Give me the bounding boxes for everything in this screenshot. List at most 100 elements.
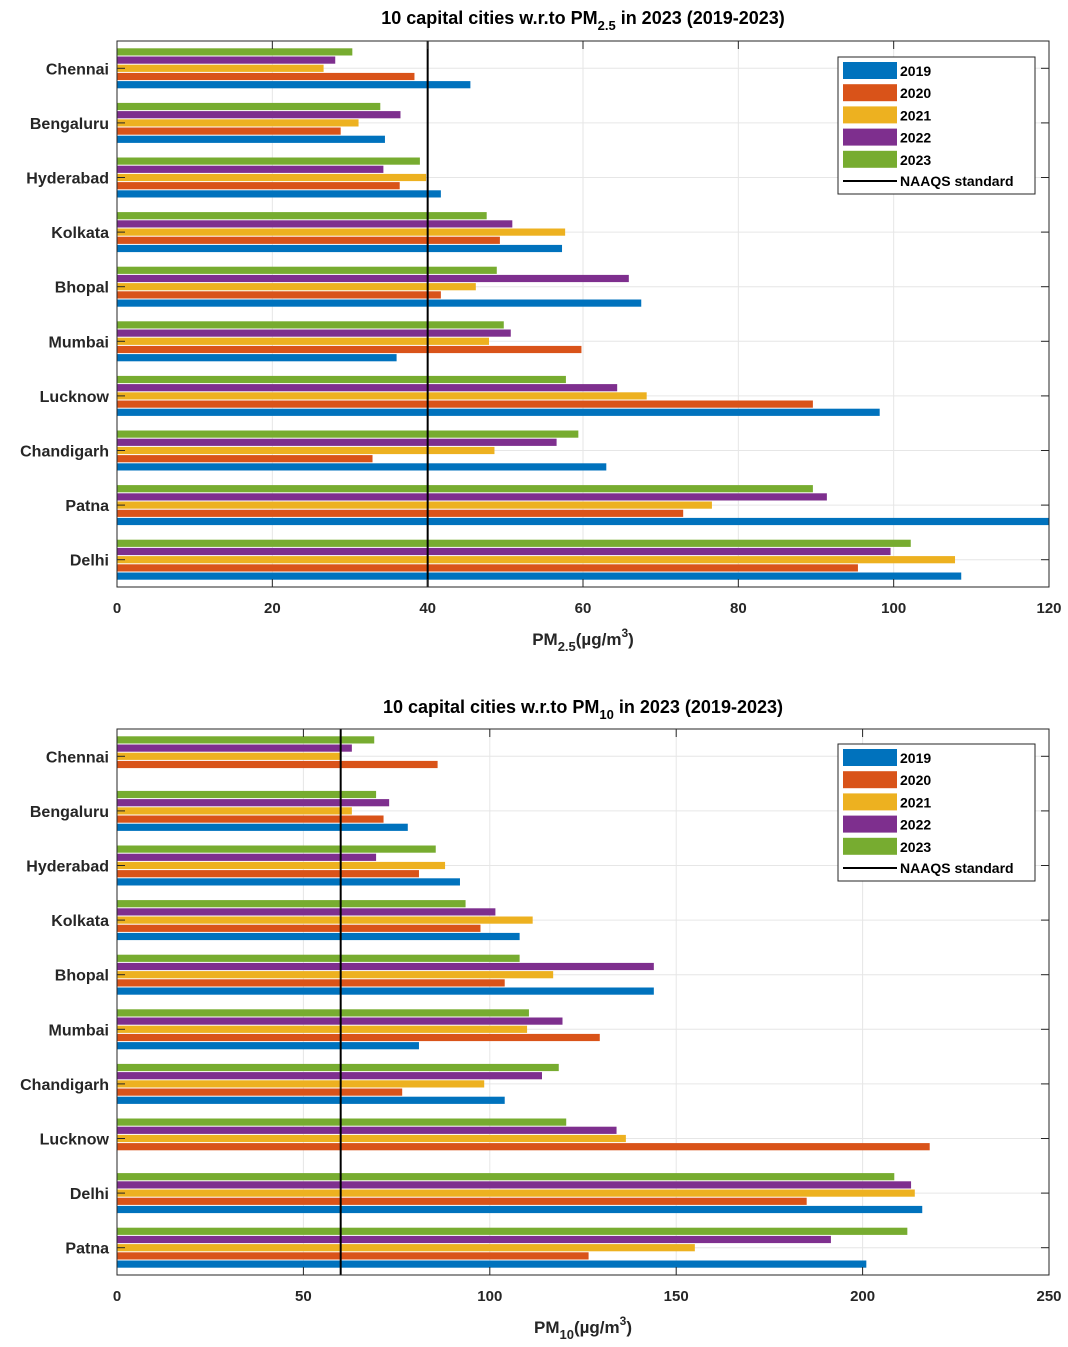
x-axis-label-superscript: 3 [621, 626, 628, 640]
category-label-hyderabad: Hyderabad [26, 171, 109, 188]
category-label-kolkata: Kolkata [51, 225, 109, 242]
bar-hyderabad-2023 [117, 845, 436, 853]
bar-hyderabad-2019 [117, 190, 441, 198]
bar-bengaluru-2021 [117, 119, 359, 127]
category-label-mumbai: Mumbai [49, 1022, 109, 1039]
x-axis-label-close: ) [628, 630, 634, 649]
bar-bhopal-2020 [117, 291, 441, 299]
bar-hyderabad-2020 [117, 182, 400, 190]
bar-patna-2023 [117, 485, 813, 493]
legend-swatch-2022 [843, 128, 897, 146]
bar-chandigarh-2021 [117, 1080, 485, 1088]
category-label-chandigarh: Chandigarh [20, 1077, 109, 1094]
bar-chennai-2022 [117, 56, 336, 64]
bar-bhopal-2021 [117, 971, 554, 979]
bar-kolkata-2021 [117, 916, 533, 924]
axes-box [116, 728, 1050, 1276]
x-tick-label: 0 [113, 1288, 121, 1305]
x-tick-label: 0 [113, 600, 121, 617]
bar-bengaluru-2021 [117, 807, 352, 815]
bar-lucknow-2019 [117, 408, 880, 416]
category-label-chennai: Chennai [46, 749, 109, 766]
bar-lucknow-2020 [117, 400, 813, 408]
bar-bengaluru-2019 [117, 135, 385, 143]
bar-bengaluru-2023 [117, 102, 381, 111]
bar-mumbai-2020 [117, 345, 582, 354]
bar-lucknow-2021 [117, 392, 647, 400]
category-label-chandigarh: Chandigarh [20, 444, 109, 461]
bar-mumbai-2019 [117, 1042, 419, 1050]
legend-label-2020: 2020 [900, 772, 931, 788]
bar-delhi-2019 [117, 1205, 923, 1214]
bar-bhopal-2021 [117, 283, 476, 291]
bar-bhopal-2020 [117, 979, 505, 987]
bar-bengaluru-2020 [117, 127, 341, 135]
bar-hyderabad-2019 [117, 878, 460, 886]
chart-title-subscript: 2.5 [598, 18, 616, 33]
bar-chandigarh-2022 [117, 1072, 542, 1080]
bar-chennai-2023 [117, 736, 375, 744]
bar-kolkata-2019 [117, 244, 563, 253]
bar-mumbai-2022 [117, 329, 511, 337]
x-axis-label: PM2.5(µg/m3) [532, 626, 634, 654]
legend-label-2019: 2019 [900, 750, 931, 766]
legend-box [837, 56, 1036, 195]
bar-chennai-2021 [117, 752, 341, 760]
legend-swatch-2019 [843, 62, 897, 79]
x-axis-label-close: ) [626, 1318, 632, 1337]
bar-bhopal-2023 [117, 954, 520, 962]
bar-patna-2023 [117, 1227, 908, 1235]
bar-chandigarh-2023 [117, 1063, 559, 1072]
legend-box [837, 743, 1036, 882]
bar-hyderabad-2020 [117, 870, 419, 878]
x-axis-label-subscript: 2.5 [558, 639, 576, 654]
bar-mumbai-2023 [117, 1009, 529, 1017]
bar-patna-2019 [117, 1260, 867, 1268]
bar-delhi-2023 [117, 1173, 895, 1181]
bar-lucknow-2022 [117, 384, 618, 392]
bar-kolkata-2022 [117, 220, 513, 228]
chart-title-main: 10 capital cities w.r.to PM [383, 697, 599, 717]
bar-delhi-2022 [117, 547, 891, 556]
category-label-delhi: Delhi [70, 1186, 109, 1203]
bar-bengaluru-2019 [117, 823, 408, 831]
x-tick-label: 100 [477, 1288, 502, 1305]
bar-chandigarh-2022 [117, 438, 557, 446]
x-tick-label: 250 [1036, 1288, 1061, 1305]
x-tick-label: 60 [575, 600, 592, 617]
legend-label-2021: 2021 [900, 794, 931, 810]
category-label-lucknow: Lucknow [40, 1132, 110, 1149]
bar-bhopal-2022 [117, 274, 629, 283]
category-label-patna: Patna [65, 498, 109, 515]
x-tick-label: 100 [881, 600, 906, 617]
bar-patna-2020 [117, 509, 684, 517]
bar-delhi-2022 [117, 1181, 912, 1189]
bar-mumbai-2023 [117, 321, 504, 329]
category-label-bengaluru: Bengaluru [30, 116, 109, 133]
legend-swatch-2023 [843, 150, 897, 168]
legend-label-2023: 2023 [900, 839, 931, 855]
chart-title: 10 capital cities w.r.to PM10 in 2023 (2… [383, 697, 783, 722]
category-label-lucknow: Lucknow [40, 389, 110, 406]
bar-delhi-2020 [117, 1197, 807, 1205]
bar-kolkata-2021 [117, 228, 566, 236]
bar-kolkata-2023 [117, 900, 466, 908]
bar-hyderabad-2021 [117, 861, 446, 870]
bar-mumbai-2020 [117, 1033, 600, 1042]
bar-delhi-2021 [117, 1189, 915, 1197]
x-tick-label: 50 [295, 1288, 312, 1305]
bar-chandigarh-2019 [117, 1096, 505, 1104]
legend-swatch-2019 [843, 749, 897, 766]
x-axis-label: PM10(µg/m3) [534, 1314, 632, 1342]
x-axis-label-main: PM [532, 630, 558, 649]
legend-label-2022: 2022 [900, 817, 931, 833]
bar-delhi-2021 [117, 556, 956, 564]
bar-patna-2019 [117, 517, 1049, 526]
bar-mumbai-2021 [117, 1025, 528, 1033]
bar-chennai-2020 [117, 72, 415, 81]
bar-kolkata-2020 [117, 236, 500, 244]
bar-patna-2022 [117, 1235, 831, 1244]
bar-chandigarh-2021 [117, 446, 495, 455]
